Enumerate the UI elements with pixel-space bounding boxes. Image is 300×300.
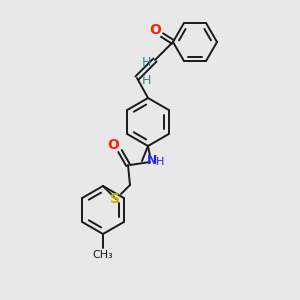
Text: H: H bbox=[156, 157, 164, 167]
Text: H: H bbox=[141, 74, 151, 86]
Text: O: O bbox=[149, 23, 161, 37]
Text: N: N bbox=[147, 154, 157, 166]
Text: O: O bbox=[107, 138, 119, 152]
Text: CH₃: CH₃ bbox=[93, 250, 113, 260]
Text: S: S bbox=[110, 192, 120, 206]
Text: H: H bbox=[141, 56, 151, 68]
